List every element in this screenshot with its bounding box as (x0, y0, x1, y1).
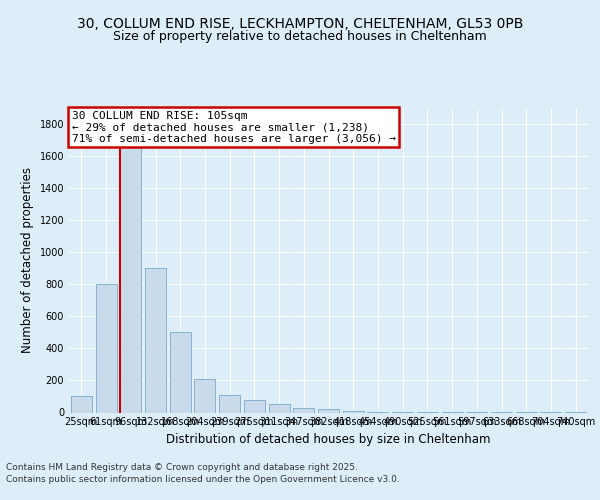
Text: 30, COLLUM END RISE, LECKHAMPTON, CHELTENHAM, GL53 0PB: 30, COLLUM END RISE, LECKHAMPTON, CHELTE… (77, 18, 523, 32)
Text: Contains HM Land Registry data © Crown copyright and database right 2025.: Contains HM Land Registry data © Crown c… (6, 464, 358, 472)
Bar (145, 268, 166, 412)
Y-axis label: Number of detached properties: Number of detached properties (21, 167, 34, 353)
Bar (71, 396, 92, 412)
Bar (95, 284, 116, 412)
Bar (343, 411, 364, 412)
Bar (170, 332, 191, 412)
X-axis label: Distribution of detached houses by size in Cheltenham: Distribution of detached houses by size … (166, 433, 491, 446)
Bar (318, 410, 339, 412)
Text: Size of property relative to detached houses in Cheltenham: Size of property relative to detached ho… (113, 30, 487, 43)
Bar (219, 395, 240, 412)
Bar (244, 400, 265, 412)
Bar (293, 408, 314, 412)
Text: Contains public sector information licensed under the Open Government Licence v3: Contains public sector information licen… (6, 475, 400, 484)
Bar (194, 379, 215, 412)
Text: 30 COLLUM END RISE: 105sqm
← 29% of detached houses are smaller (1,238)
71% of s: 30 COLLUM END RISE: 105sqm ← 29% of deta… (71, 110, 395, 144)
Bar (269, 404, 290, 412)
Bar (120, 140, 141, 412)
